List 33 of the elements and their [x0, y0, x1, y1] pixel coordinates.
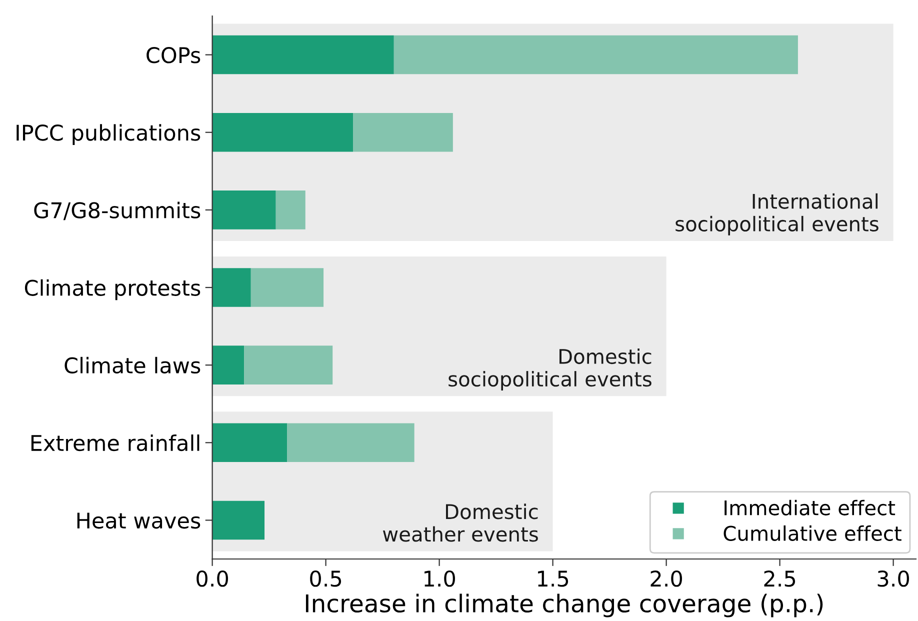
legend-label: Cumulative effect: [724, 525, 902, 541]
y-tick-label: Climate protests: [24, 279, 200, 300]
bar: [250, 268, 324, 307]
x-tick-label: 0.0: [196, 570, 228, 587]
x-tick-label: 3.0: [878, 570, 909, 587]
y-tick-label: G7/G8-summits: [34, 202, 200, 220]
y-tick-label: IPCC publications: [16, 124, 200, 146]
bar: [276, 190, 306, 230]
annotation: International sociopolitical events: [676, 193, 878, 236]
bar: [287, 423, 414, 462]
bar: [394, 35, 798, 74]
annotation: Domestic weather events: [382, 504, 538, 542]
y-tick-label: Extreme rainfall: [31, 434, 200, 452]
x-axis-title: Increase in climate change coverage (p.p.): [306, 594, 823, 618]
y-tick-label: COPs: [146, 46, 200, 64]
bar: [212, 268, 251, 307]
bar: [212, 346, 244, 384]
bar: [212, 500, 265, 540]
bar: [212, 423, 288, 462]
y-tick-label: Heat waves: [77, 512, 200, 529]
x-tick-label: 0.5: [310, 570, 342, 587]
bar: [244, 346, 333, 384]
x-tick-label: 2.0: [650, 570, 682, 587]
x-tick-label: 1.5: [538, 570, 568, 587]
x-tick-label: 1.0: [424, 570, 455, 587]
bar: [353, 112, 453, 152]
bar: [212, 112, 354, 152]
bar: [212, 190, 276, 230]
bar: [212, 35, 394, 74]
legend-label: Immediate effect: [724, 500, 896, 516]
y-tick-label: Climate laws: [64, 356, 200, 374]
annotation: Domestic sociopolitical events: [448, 348, 652, 391]
x-tick-label: 2.5: [764, 570, 796, 587]
